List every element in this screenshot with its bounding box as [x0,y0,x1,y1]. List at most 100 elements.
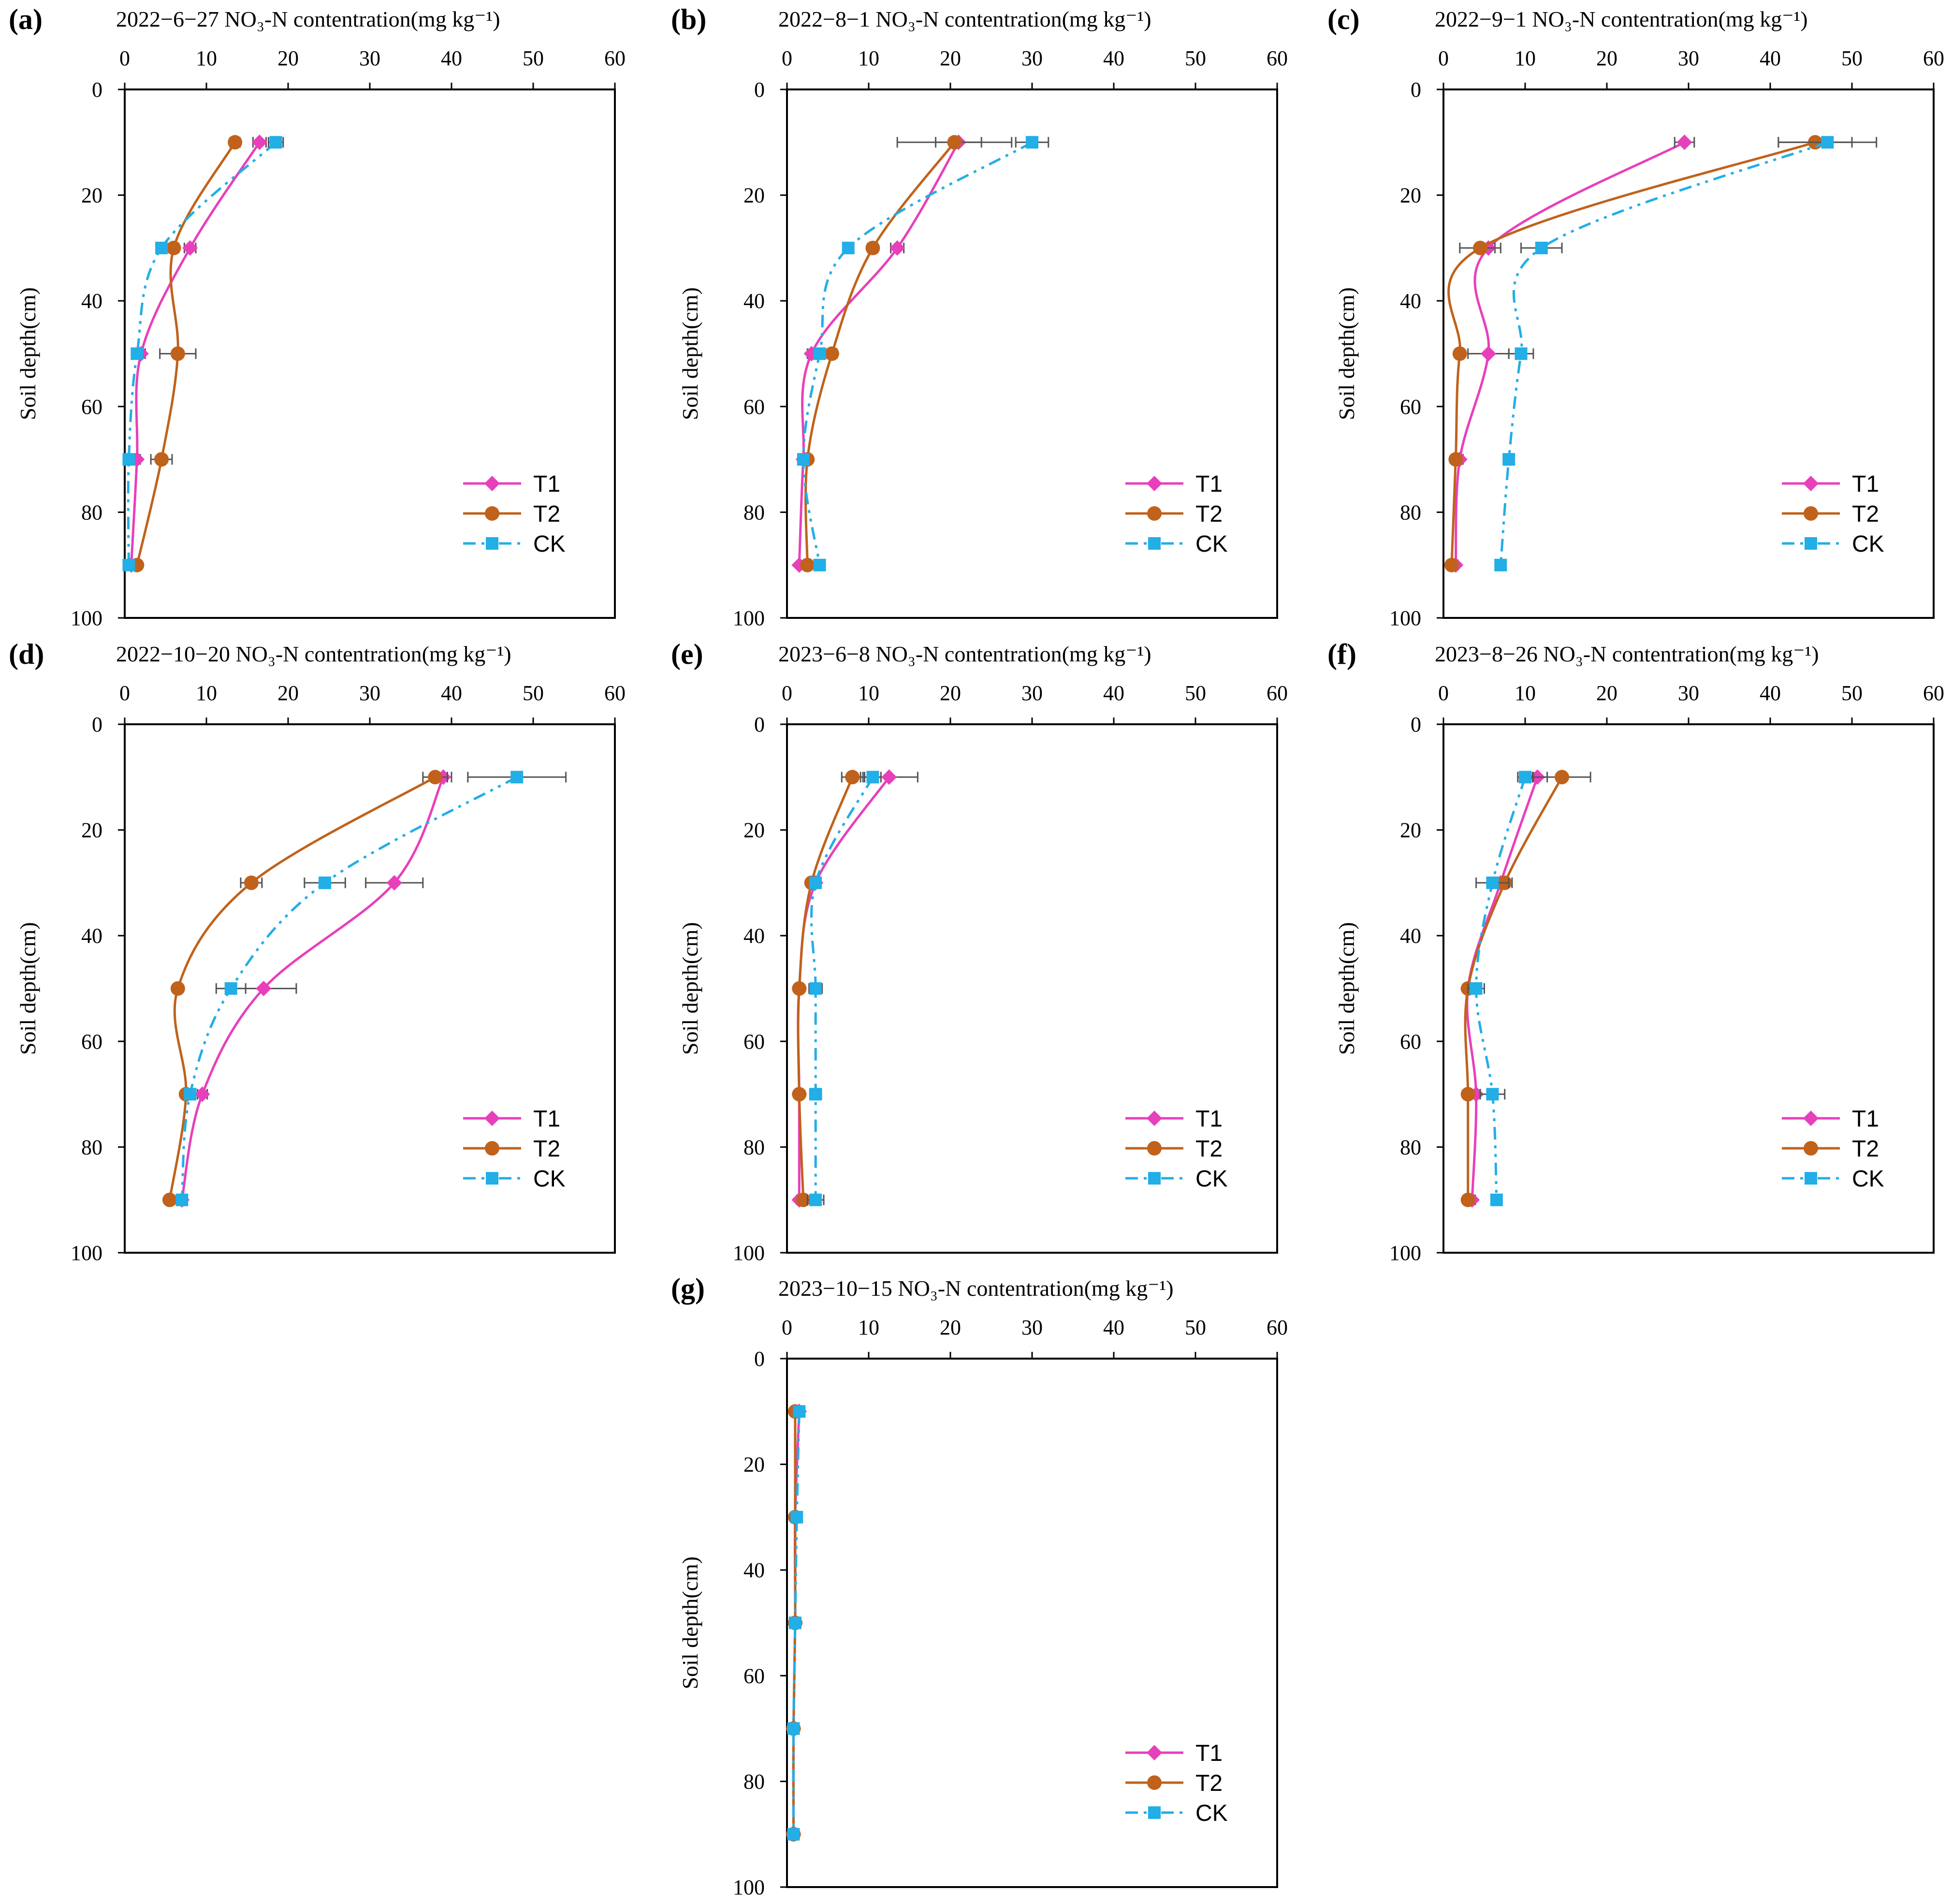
marker-ck [510,771,524,784]
marker-ck [1515,347,1528,360]
y-tick-label: 80 [743,1770,765,1793]
marker-ck [809,876,822,889]
y-axis-label: Soil depth(cm) [15,287,40,420]
marker-t1 [386,875,402,891]
series-ck [122,136,284,571]
x-tick-label: 10 [1515,46,1536,70]
x-tick-label: 60 [1923,681,1944,705]
legend-label-ck: CK [1195,1801,1228,1826]
x-tick-label: 40 [1103,681,1124,705]
marker-ck [1026,136,1038,149]
x-tick-label: 10 [196,46,217,70]
panel-label: (f) [1327,638,1356,670]
plot-frame [1442,88,1935,619]
x-tick-label: 20 [1596,681,1617,705]
marker-ck [809,982,822,995]
marker-ck [1490,1193,1503,1206]
y-tick-label: 20 [81,819,102,842]
x-tick-label: 30 [359,46,380,70]
x-tick-label: 30 [1021,46,1043,70]
marker-ck [184,1088,197,1101]
y-tick-label: 100 [733,606,765,630]
x-tick-label: 40 [441,46,462,70]
legend-label-ck: CK [1195,1166,1228,1192]
legend-label-t1: T1 [1852,471,1879,497]
chart-title: 2022−6−27 NO₃-N contentration(mg kg⁻¹) [116,7,500,31]
marker-ck [131,347,144,360]
marker-ck [866,771,879,784]
marker-ck [787,1828,800,1841]
x-tick-label: 60 [1267,681,1288,705]
panel-label: (a) [9,3,43,35]
x-tick-label: 10 [858,681,879,705]
x-tick-label: 50 [523,46,544,70]
x-tick-label: 30 [1678,681,1699,705]
y-tick-label: 40 [81,924,102,948]
x-tick-label: 50 [523,681,544,705]
y-tick-label: 40 [81,289,102,313]
x-tick-label: 20 [1596,46,1617,70]
y-tick-label: 100 [733,1875,765,1899]
marker-ck [1470,982,1483,995]
marker-t2 [162,1192,177,1207]
marker-t2 [947,135,962,150]
y-tick-label: 0 [92,713,102,736]
x-tick-label: 40 [1760,681,1781,705]
marker-t2 [1804,506,1818,521]
panel-b: (b) 2022−8−1 NO₃-N contentration(mg kg⁻¹)… [671,3,1288,630]
series-line [1454,141,1685,565]
marker-ck [1148,1172,1161,1185]
marker-ck [842,241,855,254]
y-tick-label: 0 [754,713,765,736]
marker-ck [809,1193,822,1206]
y-axis-label: Soil depth(cm) [678,1556,702,1689]
marker-ck [1821,136,1834,149]
x-tick-label: 0 [1438,681,1449,705]
x-tick-label: 20 [940,1316,961,1339]
marker-ck [155,241,168,254]
marker-t1 [881,769,897,785]
legend-label-t2: T2 [1195,1136,1223,1162]
marker-t1 [256,981,272,996]
y-tick-label: 0 [1411,713,1421,736]
marker-t1 [194,1086,210,1102]
x-tick-label: 60 [604,46,626,70]
marker-ck [1519,771,1531,784]
legend-label-ck: CK [1852,1166,1884,1192]
y-tick-label: 80 [1400,500,1421,524]
x-tick-label: 0 [1438,46,1449,70]
marker-t1 [1147,1745,1162,1760]
y-axis-label: Soil depth(cm) [678,287,702,420]
marker-ck [1148,537,1161,550]
marker-t2 [1147,506,1162,521]
marker-ck [175,1193,189,1206]
marker-t1 [484,476,500,491]
x-tick-label: 0 [782,681,792,705]
series-ck [1494,136,1878,571]
y-axis-label: Soil depth(cm) [1334,287,1359,420]
x-tick-label: 0 [782,46,792,70]
panel-e: (e) 2023−6−8 NO₃-N contentration(mg kg⁻¹)… [671,638,1288,1265]
marker-t2 [824,346,839,361]
panel-f: (f) 2023−8−26 NO₃-N contentration(mg kg⁻¹… [1327,638,1944,1265]
legend-label-t1: T1 [533,1106,560,1132]
marker-t2 [1147,1775,1162,1790]
y-axis-label: Soil depth(cm) [1334,922,1359,1055]
y-tick-label: 80 [743,500,765,524]
x-tick-label: 0 [782,1316,792,1339]
marker-t1 [889,240,905,256]
series-ck [1467,771,1533,1206]
marker-ck [319,876,332,889]
legend-label-t1: T1 [1195,471,1223,497]
panel-c: (c) 2022−9−1 NO₃-N contentration(mg kg⁻¹)… [1327,3,1944,630]
marker-ck [486,537,498,550]
marker-t2 [1452,346,1467,361]
marker-ck [1494,558,1507,571]
y-tick-label: 60 [1400,1030,1421,1054]
x-tick-label: 60 [1267,46,1288,70]
series-t2 [792,770,864,1207]
x-tick-label: 20 [277,46,299,70]
marker-ck [1486,1088,1499,1101]
marker-t1 [1480,346,1496,362]
